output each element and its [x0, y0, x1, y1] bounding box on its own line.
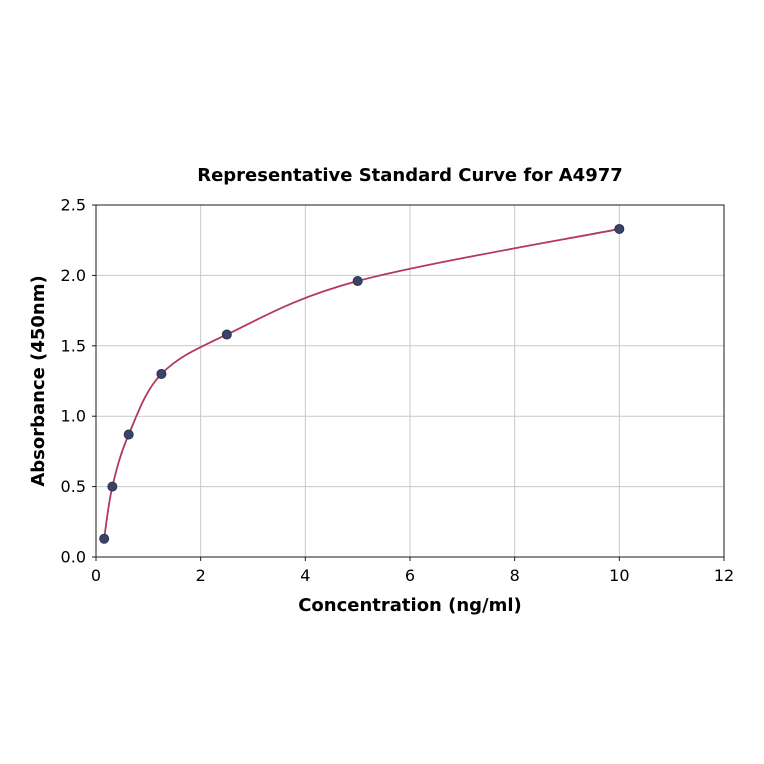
y-tick-label: 0.0 — [61, 548, 86, 567]
data-point — [99, 533, 110, 544]
fit-curve-layer — [103, 228, 621, 540]
y-axis-label: Absorbance (450nm) — [28, 275, 49, 486]
data-point — [107, 481, 118, 492]
y-tick-label: 1.5 — [61, 336, 86, 355]
x-tick-label: 10 — [609, 566, 629, 585]
x-tick-label: 4 — [300, 566, 310, 585]
data-point — [221, 329, 232, 340]
data-points-layer — [99, 223, 625, 544]
data-point — [352, 276, 363, 287]
y-tick-label: 1.0 — [61, 407, 86, 426]
data-point — [614, 223, 625, 234]
chart-title: Representative Standard Curve for A4977 — [197, 165, 623, 186]
tick-marks — [92, 204, 725, 561]
tick-labels: 0 2 4 6 8 10 12 0.0 0.5 1.0 1.5 2.0 2.5 — [61, 196, 735, 586]
y-tick-label: 2.0 — [61, 266, 86, 285]
x-axis-label: Concentration (ng/ml) — [298, 595, 522, 616]
data-point — [156, 368, 167, 379]
data-point — [123, 429, 134, 440]
x-tick-label: 2 — [196, 566, 206, 585]
y-tick-label: 0.5 — [61, 477, 86, 496]
x-tick-label: 8 — [510, 566, 520, 585]
x-tick-label: 12 — [714, 566, 734, 585]
y-tick-label: 2.5 — [61, 196, 86, 215]
fit-curve — [103, 228, 621, 540]
gridlines — [95, 204, 725, 558]
x-tick-label: 6 — [405, 566, 415, 585]
x-tick-label: 0 — [91, 566, 101, 585]
